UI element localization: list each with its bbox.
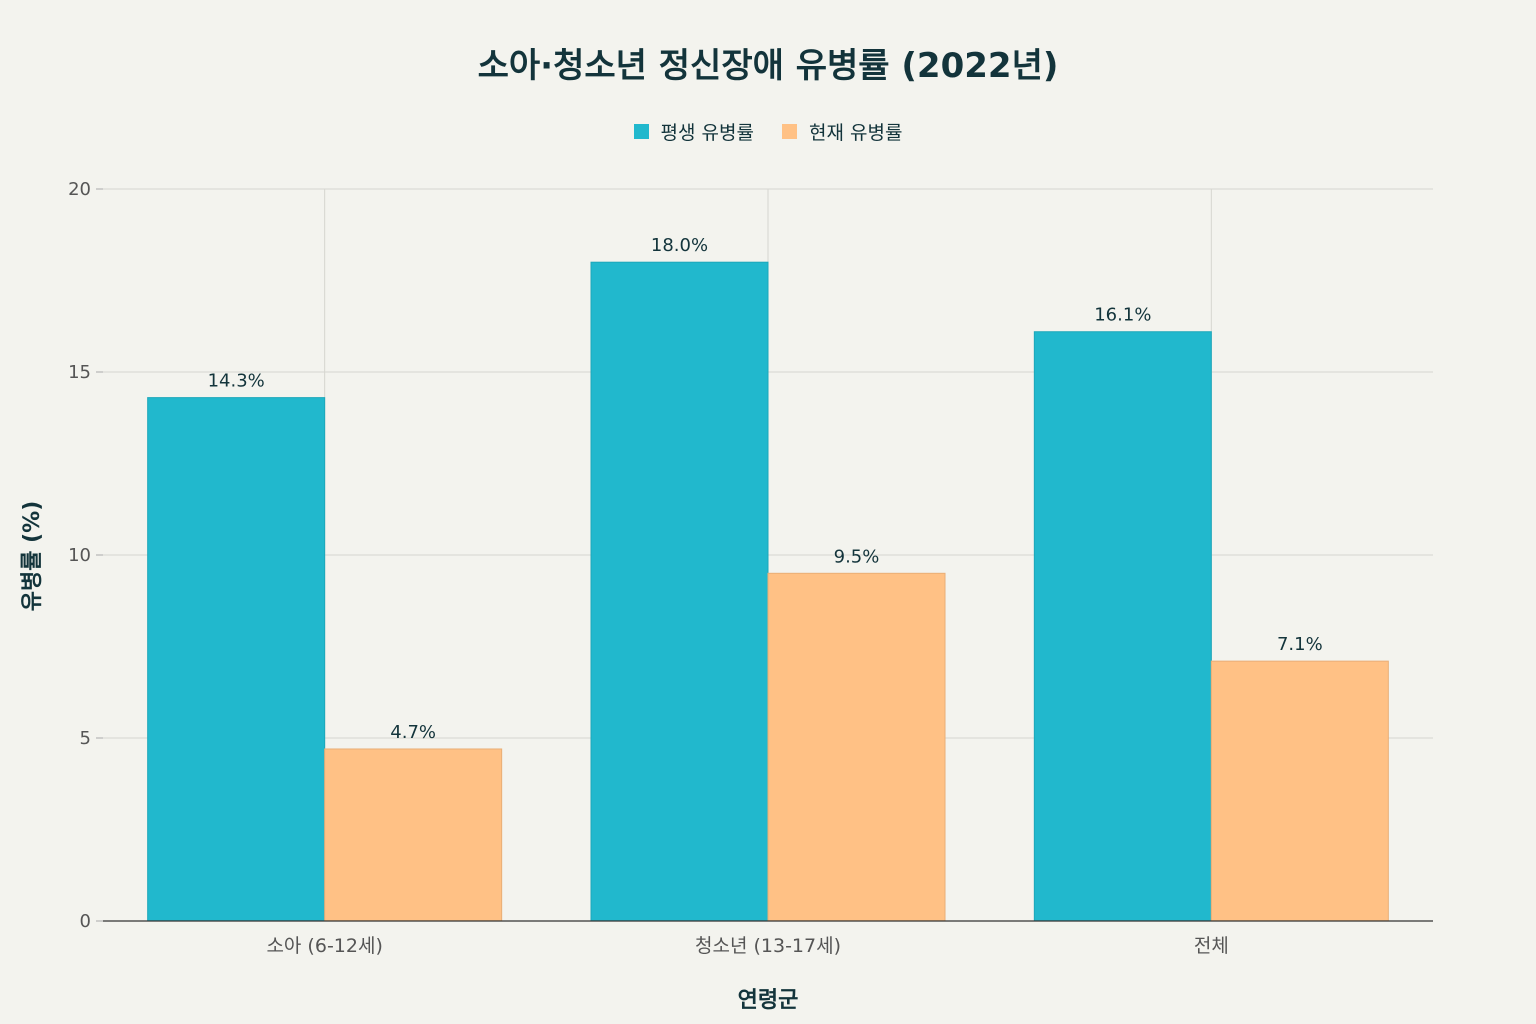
legend: 평생 유병률 현재 유병률 bbox=[0, 118, 1536, 145]
data-label: 16.1% bbox=[1094, 305, 1151, 326]
legend-label-lifetime: 평생 유병률 bbox=[660, 122, 754, 144]
x-tick-label: 전체 bbox=[1194, 935, 1229, 957]
bar-current-2 bbox=[1210, 660, 1389, 922]
bar-lifetime-1 bbox=[590, 261, 769, 922]
legend-swatch-current bbox=[782, 124, 797, 139]
legend-label-current: 현재 유병률 bbox=[809, 122, 903, 144]
legend-swatch-lifetime bbox=[633, 124, 649, 139]
legend-item-lifetime[interactable]: 평생 유병률 bbox=[633, 118, 754, 145]
y-tick-label: 5 bbox=[80, 728, 91, 749]
y-tick-label: 15 bbox=[68, 362, 91, 383]
data-label: 14.3% bbox=[208, 371, 265, 392]
legend-item-current[interactable]: 현재 유병률 bbox=[782, 118, 902, 145]
data-label: 4.7% bbox=[390, 722, 436, 743]
x-axis-label: 연령군 bbox=[737, 988, 799, 1013]
x-tick-label: 청소년 (13-17세) bbox=[695, 935, 841, 957]
y-tick-label: 10 bbox=[68, 545, 91, 566]
y-tick-label: 0 bbox=[80, 911, 91, 932]
bar-current-0 bbox=[324, 748, 503, 922]
y-tick-label: 20 bbox=[68, 179, 91, 200]
data-label: 9.5% bbox=[834, 546, 880, 567]
chart-title: 소아·청소년 정신장애 유병률 (2022년) bbox=[477, 46, 1059, 86]
data-label: 18.0% bbox=[651, 235, 708, 256]
bar-lifetime-0 bbox=[147, 397, 326, 922]
bar-lifetime-2 bbox=[1033, 331, 1212, 922]
x-tick-label: 소아 (6-12세) bbox=[266, 935, 382, 957]
data-label: 7.1% bbox=[1277, 634, 1323, 655]
bar-current-1 bbox=[767, 572, 946, 922]
